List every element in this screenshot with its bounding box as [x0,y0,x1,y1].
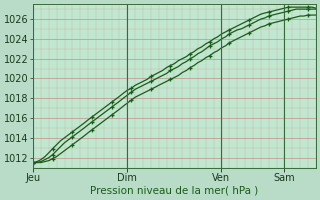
X-axis label: Pression niveau de la mer( hPa ): Pression niveau de la mer( hPa ) [90,186,259,196]
